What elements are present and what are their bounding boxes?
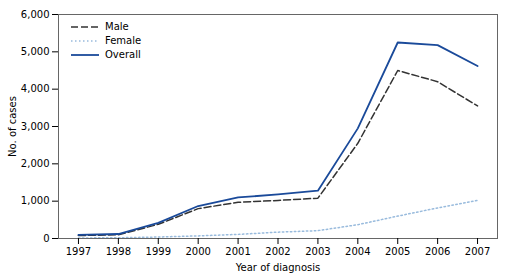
svg-text:5,000: 5,000 (21, 46, 50, 57)
svg-text:2005: 2005 (385, 246, 410, 257)
svg-text:3,000: 3,000 (21, 121, 50, 132)
svg-text:2003: 2003 (305, 246, 330, 257)
svg-text:2007: 2007 (465, 246, 490, 257)
svg-text:4,000: 4,000 (21, 83, 50, 94)
svg-text:0: 0 (43, 233, 49, 244)
html-text:Female: Female (105, 35, 142, 46)
svg-text:2,000: 2,000 (21, 158, 50, 169)
svg-text:1999: 1999 (146, 246, 171, 257)
svg-text:Year of diagnosis: Year of diagnosis (235, 262, 320, 273)
svg-text:2000: 2000 (185, 246, 210, 257)
svg-text:1997: 1997 (66, 246, 91, 257)
svg-text:No. of cases: No. of cases (7, 96, 18, 157)
svg-text:2002: 2002 (265, 246, 290, 257)
svg-text:2006: 2006 (425, 246, 450, 257)
svg-text:2004: 2004 (345, 246, 370, 257)
svg-text:1,000: 1,000 (21, 195, 50, 206)
html-text:Overall: Overall (105, 49, 141, 60)
svg-text:1998: 1998 (106, 246, 131, 257)
html-text:Male: Male (105, 21, 129, 32)
svg-text:6,000: 6,000 (21, 9, 50, 20)
svg-text:2001: 2001 (225, 246, 250, 257)
